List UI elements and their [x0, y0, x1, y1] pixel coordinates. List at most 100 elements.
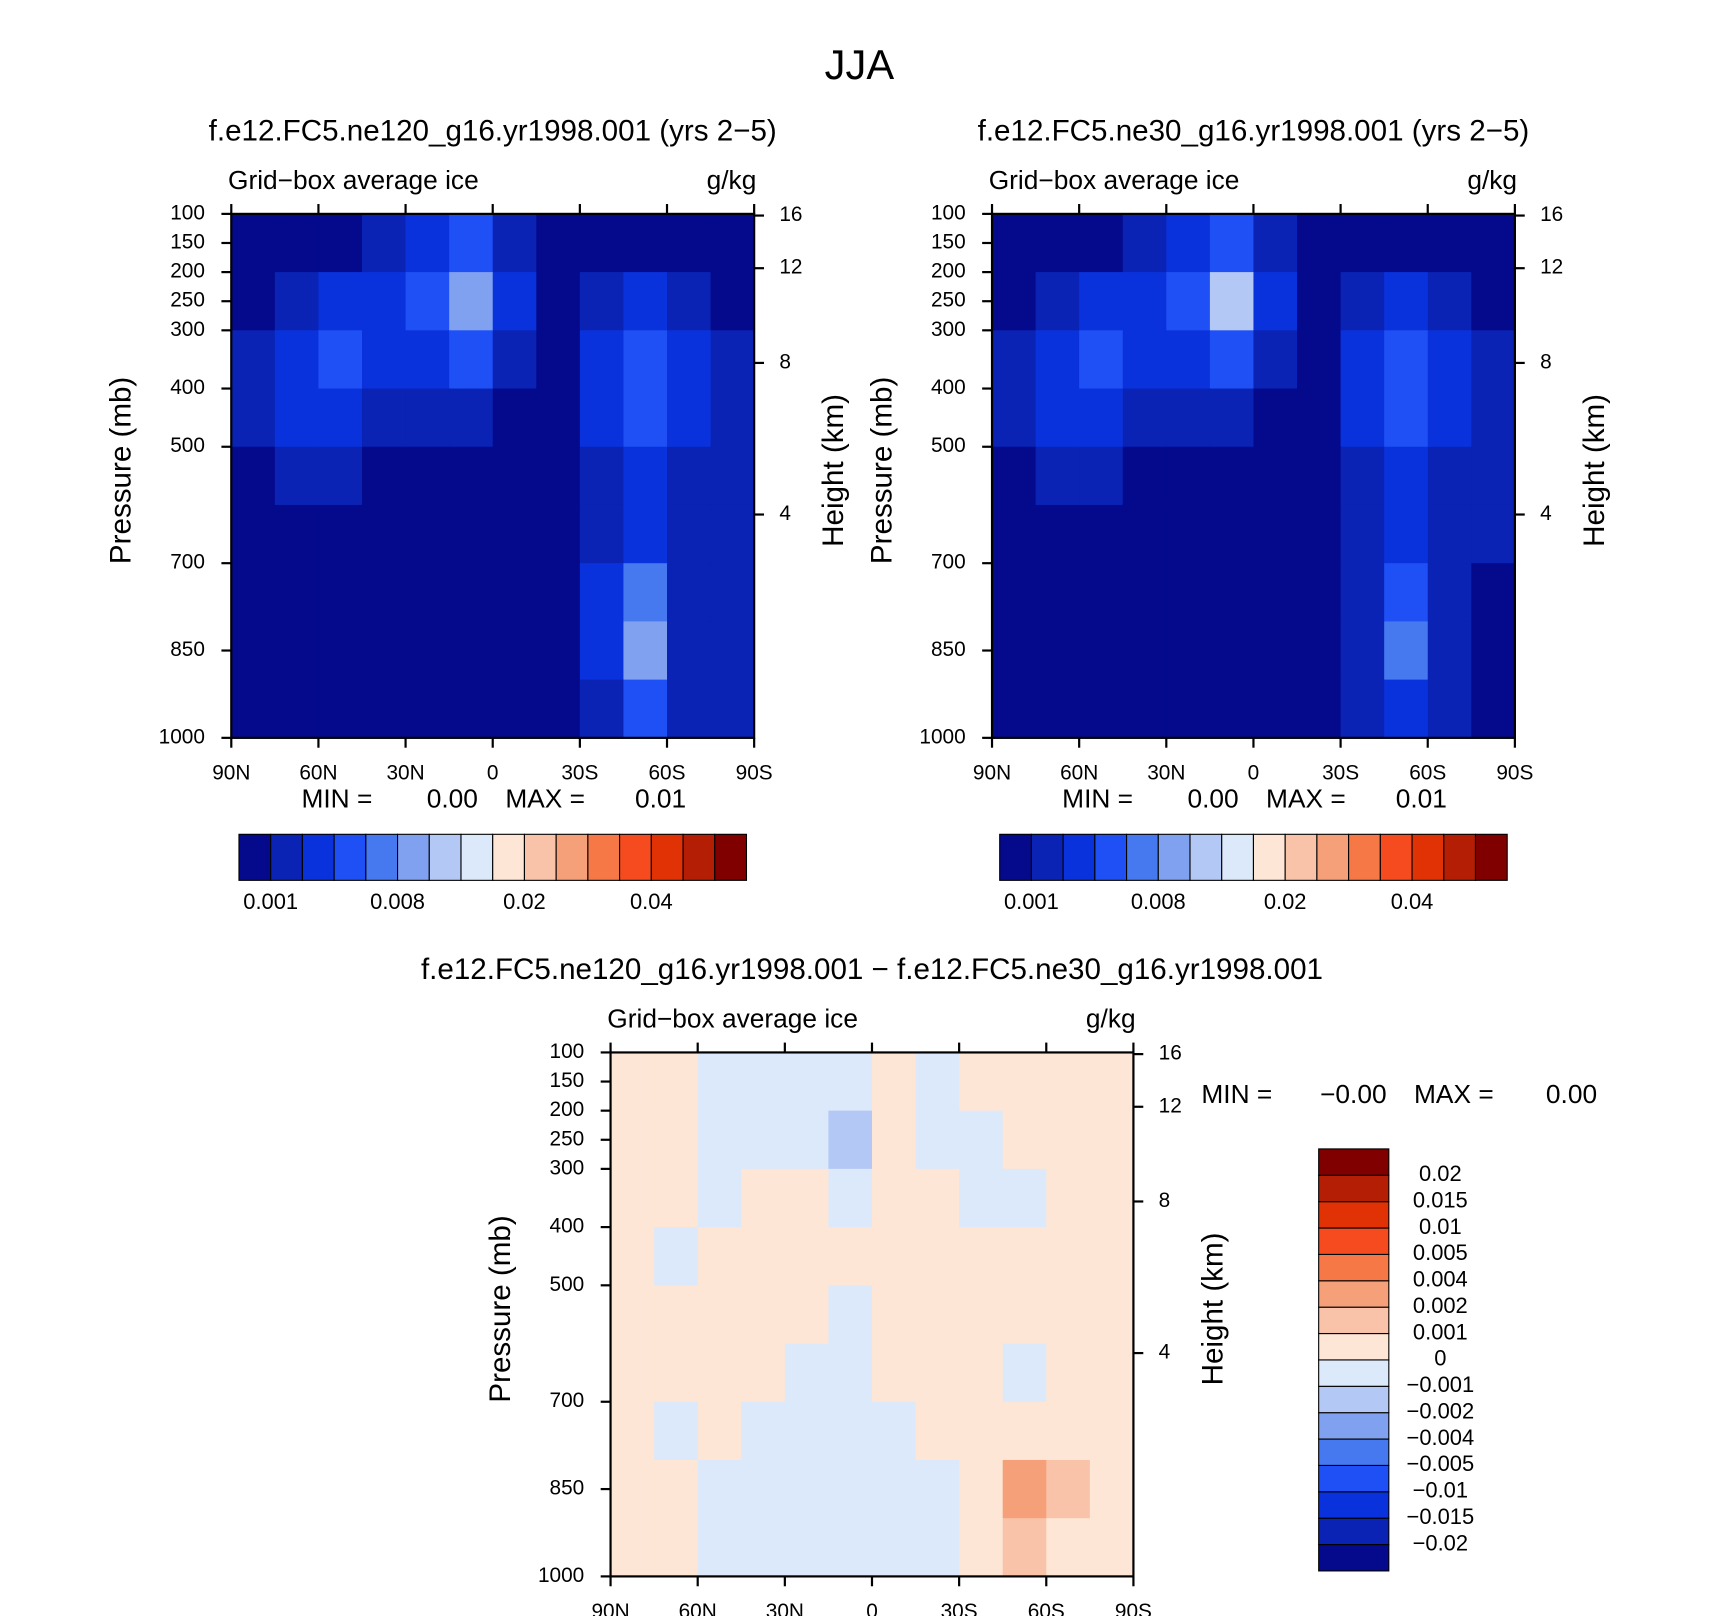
contour-cell: [1384, 330, 1429, 390]
contour-cell: [610, 1052, 655, 1112]
x-tick-label: 60N: [299, 762, 337, 785]
min-text: MIN =: [301, 783, 372, 813]
contour-cell: [1340, 446, 1385, 506]
contour-cell: [536, 679, 581, 739]
y2-tick-label: 16: [1540, 203, 1563, 226]
contour-cell: [1427, 446, 1472, 506]
contour-cell: [710, 272, 755, 331]
contour-cell: [1035, 621, 1080, 681]
y-tick-label: 100: [550, 1040, 585, 1063]
colorbar-box: [999, 833, 1032, 881]
contour-cell: [610, 1459, 655, 1519]
contour-cell: [959, 1168, 1004, 1228]
min-text: MIN =: [1201, 1079, 1272, 1109]
contour-cell: [1471, 330, 1516, 390]
contour-cell: [492, 679, 537, 739]
contour-cell: [871, 1518, 917, 1578]
contour-cell: [784, 1110, 830, 1170]
contour-cell: [1046, 1110, 1091, 1170]
colorbar-box: [1094, 833, 1128, 881]
contour-cell: [915, 1518, 960, 1578]
contour-cell: [1471, 621, 1516, 681]
contour-cell: [959, 1459, 1004, 1519]
y-tick-label: 300: [550, 1156, 585, 1179]
colorbar-label: 0.04: [630, 889, 673, 914]
contour-cell: [1209, 621, 1255, 681]
contour-cell: [784, 1285, 830, 1345]
contour-cell: [623, 272, 668, 331]
contour-cell: [1046, 1518, 1091, 1578]
colorbar-label: 0.01: [1419, 1214, 1462, 1239]
contour-cell: [1340, 563, 1385, 623]
contour-cell: [992, 388, 1037, 448]
contour-cell: [1427, 679, 1472, 739]
x-tick-label: 90S: [1496, 762, 1533, 785]
contour-cell: [1340, 272, 1385, 331]
contour-cell: [274, 272, 320, 331]
colorbar-box: [1348, 833, 1381, 881]
contour-cell: [1002, 1401, 1047, 1461]
min-text: MIN =: [1062, 783, 1133, 813]
contour-cell: [492, 330, 537, 390]
contour-cell: [492, 272, 537, 331]
colorbar-label: 0.004: [1413, 1267, 1468, 1292]
colorbar-label: −0.001: [1407, 1372, 1475, 1397]
contour-cell: [697, 1518, 742, 1578]
contour-cell: [536, 388, 581, 448]
contour-cell: [449, 330, 494, 390]
y-tick-label: 850: [170, 638, 205, 661]
contour-cell: [1079, 621, 1124, 681]
y-tick-label: 300: [931, 318, 966, 341]
contour-cell: [667, 330, 712, 390]
contour-cell: [915, 1401, 960, 1461]
contour-cell: [741, 1401, 786, 1461]
contour-cell: [710, 679, 755, 739]
x-tick-label: 30S: [941, 1600, 978, 1616]
colorbar-box: [1318, 1464, 1390, 1493]
colorbar-label: 0.02: [503, 889, 546, 914]
colorbar-label: 0.001: [243, 889, 298, 914]
y2-tick-label: 16: [1159, 1042, 1182, 1065]
contour-cell: [318, 679, 363, 739]
contour-cell: [1089, 1227, 1135, 1286]
contour-cell: [784, 1459, 830, 1519]
x-tick-label: 90S: [1115, 1600, 1152, 1616]
contour-cell: [1079, 563, 1124, 623]
y2-tick-label: 12: [1159, 1094, 1182, 1117]
y2-tick-label: 8: [1540, 350, 1552, 373]
colorbar-label: 0.02: [1264, 889, 1307, 914]
contour-cell: [1209, 272, 1255, 331]
colorbar-box: [1318, 1359, 1390, 1387]
contour-cell: [1340, 621, 1385, 681]
contour-cell: [318, 272, 363, 331]
colorbar-box: [1189, 833, 1223, 881]
contour-cell: [1089, 1343, 1135, 1403]
contour-cell: [274, 563, 320, 623]
contour-cell: [784, 1401, 830, 1461]
contour-cell: [1122, 272, 1167, 331]
colorbar-box: [397, 833, 430, 881]
contour-cell: [667, 272, 712, 331]
contour-cell: [871, 1227, 917, 1286]
contour-cell: [915, 1110, 960, 1170]
colorbar-box: [1316, 833, 1350, 881]
contour-cell: [654, 1518, 699, 1578]
contour-cell: [1166, 446, 1211, 506]
contour-cell: [449, 272, 494, 331]
contour-cell: [610, 1343, 655, 1403]
contour-cell: [1166, 679, 1211, 739]
contour-cell: [1002, 1110, 1047, 1170]
y-axis-label: Pressure (mb): [484, 1215, 517, 1402]
y-tick-label: 700: [931, 551, 966, 574]
contour-cell: [1166, 330, 1211, 390]
contour-cell: [623, 563, 668, 623]
max-text: MAX =: [1266, 783, 1346, 813]
contour-cell: [449, 563, 494, 623]
contour-cell: [959, 1052, 1004, 1112]
contour-cell: [1384, 679, 1429, 739]
contour-cell: [623, 679, 668, 739]
contour-cell: [1253, 679, 1298, 739]
contour-cell: [610, 1518, 655, 1578]
